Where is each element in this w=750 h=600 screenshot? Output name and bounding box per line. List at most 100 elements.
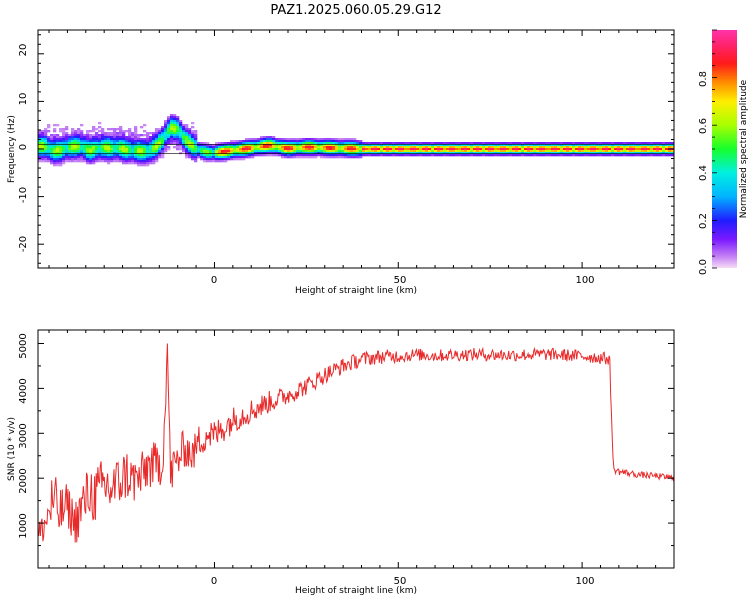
heatmap-cell	[299, 148, 303, 151]
heatmap-cell	[173, 134, 177, 137]
heatmap-cell	[188, 140, 192, 143]
heatmap-cell	[140, 158, 144, 161]
heatmap-cell	[86, 146, 90, 149]
heatmap-cell	[617, 154, 621, 157]
heatmap-cell	[506, 148, 510, 151]
heatmap-cell	[83, 148, 87, 151]
heatmap-cell	[56, 158, 60, 161]
heatmap-cell	[284, 144, 288, 147]
heatmap-cell	[554, 144, 558, 147]
heatmap-cell	[275, 138, 279, 141]
heatmap-cell	[635, 144, 639, 147]
heatmap-cell	[593, 148, 597, 151]
heatmap-cell	[110, 140, 114, 143]
heatmap-cell	[428, 144, 432, 147]
heatmap-cell	[245, 154, 249, 157]
heatmap-cell	[179, 126, 183, 129]
chart-title: PAZ1.2025.060.05.29.G12	[270, 3, 441, 18]
heatmap-cell	[335, 144, 339, 147]
heatmap-cell	[560, 142, 564, 145]
heatmap-cell	[524, 150, 528, 153]
heatmap-cell	[332, 146, 336, 149]
heatmap-cell	[107, 144, 111, 147]
heatmap-cell	[446, 154, 450, 157]
heatmap-cell	[212, 158, 216, 161]
heatmap-cell	[191, 158, 195, 161]
heatmap-cell	[245, 148, 249, 151]
heatmap-cell	[374, 144, 378, 147]
heatmap-cell	[332, 154, 336, 157]
heatmap-cell	[659, 144, 663, 147]
heatmap-cell	[626, 144, 630, 147]
colorbar-tick-4: 0.8	[698, 71, 709, 87]
heatmap-cell	[41, 140, 45, 143]
heatmap-cell	[377, 144, 381, 147]
heatmap-cell	[233, 154, 237, 157]
heatmap-cell	[104, 160, 108, 163]
heatmap-cell	[149, 140, 153, 143]
heatmap-cell	[233, 148, 237, 151]
heatmap-cell	[113, 150, 117, 153]
heatmap-cell	[170, 140, 174, 143]
heatmap-cell	[227, 154, 231, 157]
heatmap-cell	[578, 144, 582, 147]
heatmap-cell	[113, 130, 117, 133]
heatmap-cell	[374, 146, 378, 149]
heatmap-cell	[68, 160, 72, 163]
heatmap-cell	[95, 138, 99, 141]
heatmap-cell	[374, 154, 378, 157]
heatmap-cell	[119, 130, 123, 133]
heatmap-cell	[239, 154, 243, 157]
heatmap-cell	[143, 134, 147, 137]
heatmap-cell	[365, 150, 369, 153]
heatmap-cell	[368, 146, 372, 149]
heatmap-cell	[296, 144, 300, 147]
heatmap-cell	[608, 148, 612, 151]
heatmap-cell	[527, 144, 531, 147]
heatmap-cell	[107, 140, 111, 143]
heatmap-cell	[281, 150, 285, 153]
heatmap-cell	[38, 150, 42, 153]
heatmap-cell	[62, 150, 66, 153]
heatmap-cell	[161, 136, 165, 139]
heatmap-cell	[545, 144, 549, 147]
heatmap-cell	[353, 146, 357, 149]
heatmap-cell	[479, 146, 483, 149]
heatmap-cell	[125, 160, 129, 163]
heatmap-cell	[125, 146, 129, 149]
heatmap-cell	[113, 132, 117, 135]
heatmap-cell	[89, 162, 93, 165]
heatmap-cell	[566, 146, 570, 149]
heatmap-cell	[491, 146, 495, 149]
heatmap-cell	[518, 142, 522, 145]
heatmap-cell	[500, 144, 504, 147]
heatmap-cell	[473, 142, 477, 145]
heatmap-cell	[668, 154, 672, 157]
spectrogram-y-tick-minus10: -10	[18, 187, 29, 203]
heatmap-cell	[371, 142, 375, 145]
heatmap-cell	[122, 156, 126, 159]
heatmap-cell	[296, 150, 300, 153]
heatmap-cell	[218, 156, 222, 159]
heatmap-cell	[116, 140, 120, 143]
heatmap-cell	[272, 150, 276, 153]
heatmap-cell	[311, 140, 315, 143]
heatmap-cell	[383, 154, 387, 157]
heatmap-cell	[107, 136, 111, 139]
heatmap-cell	[578, 142, 582, 145]
heatmap-cell	[263, 136, 267, 139]
heatmap-cell	[338, 150, 342, 153]
heatmap-cell	[263, 142, 267, 145]
heatmap-cell	[353, 142, 357, 145]
heatmap-cell	[44, 134, 48, 137]
heatmap-cell	[569, 142, 573, 145]
heatmap-cell	[656, 154, 660, 157]
heatmap-cell	[422, 154, 426, 157]
heatmap-cell	[242, 146, 246, 149]
heatmap-cell	[170, 142, 174, 145]
heatmap-cell	[647, 148, 651, 151]
heatmap-cell	[71, 142, 75, 145]
heatmap-cell	[182, 128, 186, 131]
heatmap-cell	[635, 146, 639, 149]
heatmap-cell	[134, 156, 138, 159]
